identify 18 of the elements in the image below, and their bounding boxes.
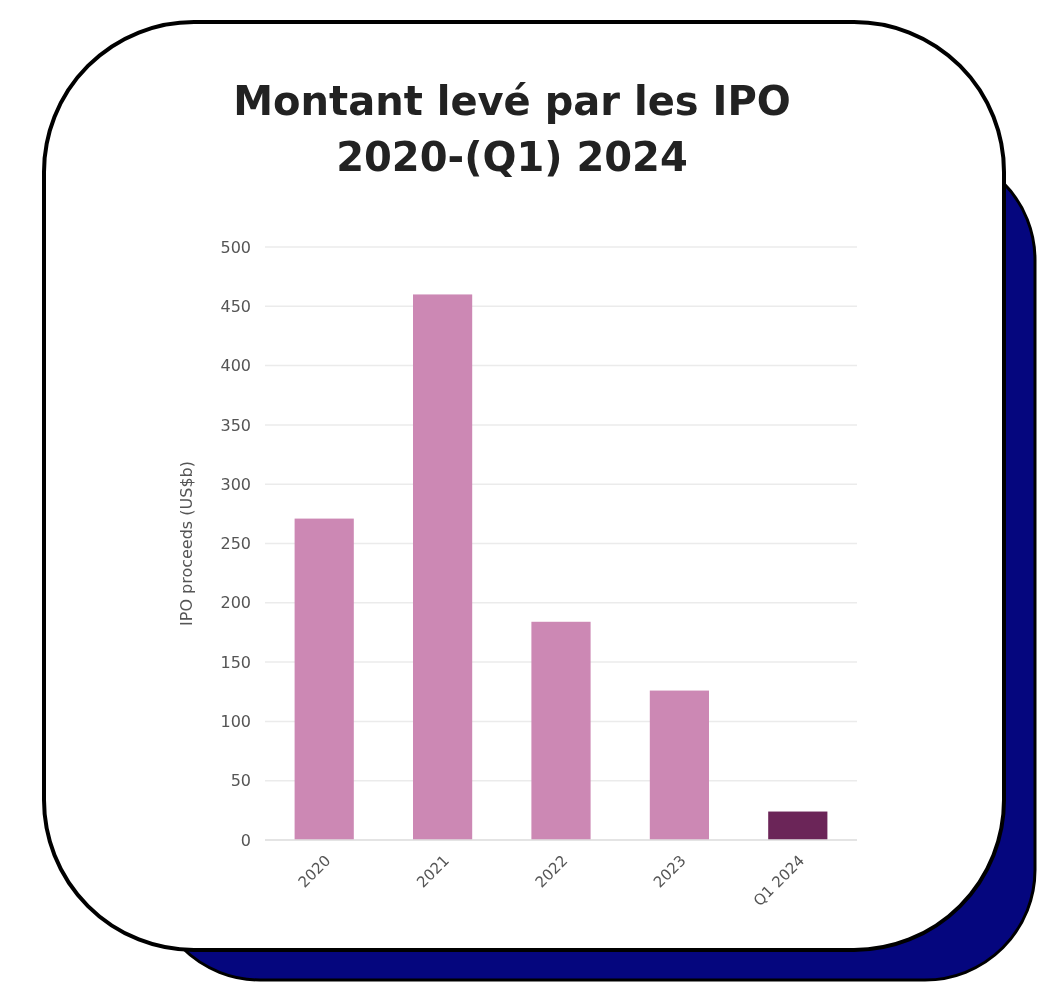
y-tick-label: 50	[230, 771, 251, 791]
bar	[294, 518, 354, 840]
y-tick-label: 250	[220, 534, 251, 554]
bar	[531, 621, 591, 840]
chart-title: Montant levé par les IPO 2020-(Q1) 2024	[233, 78, 791, 180]
y-tick-label: 350	[220, 415, 251, 435]
y-tick-label: 200	[220, 593, 251, 613]
y-tick-label: 500	[220, 237, 251, 257]
bar	[768, 811, 828, 840]
y-axis-title: IPO proceeds (US$b)	[177, 461, 196, 626]
y-tick-label: 450	[220, 296, 251, 316]
y-tick-label: 150	[220, 652, 251, 672]
y-tick-label: 100	[220, 712, 251, 731]
bar	[649, 690, 709, 840]
y-tick-label: 0	[240, 830, 251, 850]
y-tick-label: 400	[220, 356, 251, 376]
y-tick-label: 300	[220, 474, 251, 494]
bar	[413, 294, 473, 840]
